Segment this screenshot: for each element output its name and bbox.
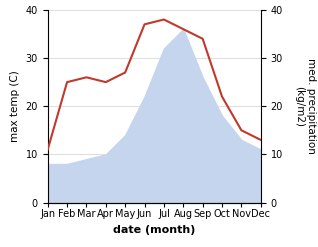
Y-axis label: max temp (C): max temp (C) — [10, 70, 20, 142]
Y-axis label: med. precipitation
(kg/m2): med. precipitation (kg/m2) — [294, 58, 315, 154]
X-axis label: date (month): date (month) — [113, 225, 196, 235]
